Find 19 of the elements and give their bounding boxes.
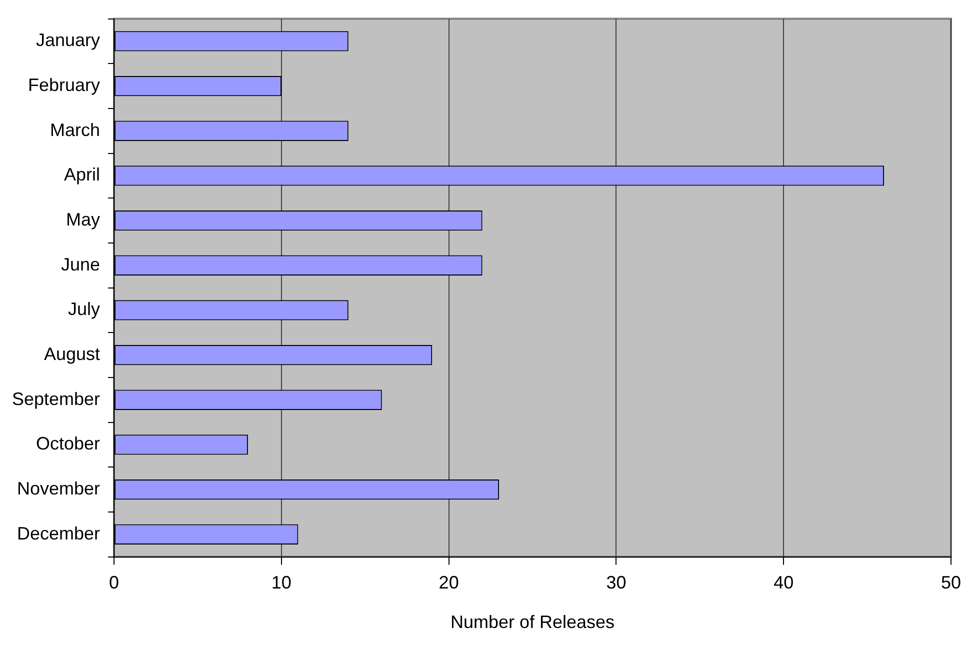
x-tick-label: 30 — [606, 572, 626, 593]
x-axis-title: Number of Releases — [450, 612, 615, 632]
y-tick-label: February — [28, 75, 100, 96]
x-tick-label: 20 — [438, 572, 459, 593]
y-tick-label: March — [50, 120, 100, 140]
y-tick-label: January — [36, 30, 100, 50]
y-tick-label: May — [66, 210, 100, 230]
y-tick-label: July — [68, 299, 100, 320]
y-tick-label: September — [12, 388, 100, 409]
y-tick-label: October — [36, 434, 100, 454]
y-tick-label: December — [17, 523, 100, 544]
x-tick-label: 50 — [940, 572, 962, 593]
y-tick-label: November — [17, 478, 100, 499]
y-tick-label: April — [64, 164, 100, 185]
x-tick-label: 10 — [271, 572, 292, 593]
y-tick-label: June — [61, 254, 100, 274]
x-tick-label: 40 — [774, 572, 794, 593]
y-tick-label: August — [44, 344, 100, 364]
x-tick-label: 0 — [109, 572, 120, 593]
